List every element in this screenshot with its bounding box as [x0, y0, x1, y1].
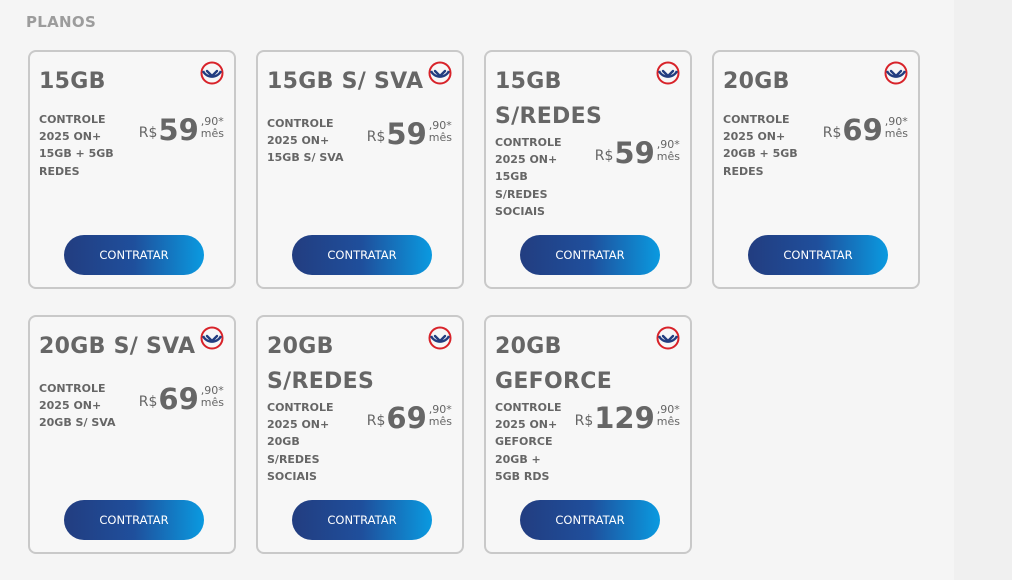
contratar-button[interactable]: CONTRATAR	[292, 235, 432, 275]
plan-card: 15GB S/REDES CONTROLE 2025 ON+ 15GB S/RE…	[484, 50, 692, 289]
plan-description: CONTROLE 2025 ON+ 15GB S/REDES SOCIAIS	[495, 136, 562, 218]
price-cents: ,90*	[656, 403, 680, 416]
price-currency: R$	[138, 394, 158, 410]
plan-price: R$ 129 ,90* mês	[575, 402, 680, 434]
contratar-button[interactable]: CONTRATAR	[520, 235, 660, 275]
price-cents: ,90*	[884, 115, 908, 128]
plan-card: 20GB CONTROLE 2025 ON+ 20GB + 5GB REDES …	[712, 50, 920, 289]
chevron-down-circle-icon[interactable]	[199, 60, 225, 86]
price-cents: ,90*	[200, 384, 224, 397]
price-period: mês	[200, 396, 224, 409]
plan-name: 15GB S/ SVA	[267, 69, 424, 94]
plan-price: R$ 69 ,90* mês	[823, 114, 908, 146]
plan-card: 20GB GEFORCE CONTROLE 2025 ON+ GEFORCE 2…	[484, 315, 692, 554]
price-period: mês	[656, 150, 680, 163]
chevron-down-circle-icon[interactable]	[427, 60, 453, 86]
price-integer: 129	[594, 401, 655, 435]
plan-card: 15GB CONTROLE 2025 ON+ 15GB + 5GB REDES …	[28, 50, 236, 289]
plan-description: CONTROLE 2025 ON+ GEFORCE 20GB + 5GB RDS	[495, 401, 562, 483]
section-title: PLANOS	[26, 13, 97, 31]
price-integer: 59	[614, 136, 655, 170]
price-cents: ,90*	[200, 115, 224, 128]
plan-description: CONTROLE 2025 ON+ 20GB S/ SVA	[39, 382, 116, 430]
price-currency: R$	[574, 413, 594, 429]
plan-name: 15GB	[39, 69, 106, 94]
plan-name: 20GB	[723, 69, 790, 94]
plan-price: R$ 69 ,90* mês	[367, 402, 452, 434]
price-integer: 59	[158, 113, 199, 147]
price-cents: ,90*	[428, 403, 452, 416]
price-integer: 69	[386, 401, 427, 435]
price-cents: ,90*	[428, 119, 452, 132]
price-integer: 69	[158, 382, 199, 416]
price-currency: R$	[594, 148, 614, 164]
plan-name: 20GB S/REDES	[267, 334, 375, 394]
plan-price: R$ 69 ,90* mês	[139, 383, 224, 415]
contratar-button[interactable]: CONTRATAR	[520, 500, 660, 540]
price-cents: ,90*	[656, 138, 680, 151]
price-period: mês	[428, 131, 452, 144]
plan-card: 20GB S/REDES CONTROLE 2025 ON+ 20GB S/RE…	[256, 315, 464, 554]
price-integer: 69	[842, 113, 883, 147]
price-period: mês	[428, 415, 452, 428]
plan-description: CONTROLE 2025 ON+ 15GB + 5GB REDES	[39, 113, 114, 178]
plan-card: 15GB S/ SVA CONTROLE 2025 ON+ 15GB S/ SV…	[256, 50, 464, 289]
plan-name: 15GB S/REDES	[495, 69, 603, 129]
right-gutter	[954, 0, 1012, 580]
price-currency: R$	[366, 413, 386, 429]
price-currency: R$	[822, 125, 842, 141]
plan-card: 20GB S/ SVA CONTROLE 2025 ON+ 20GB S/ SV…	[28, 315, 236, 554]
plan-description: CONTROLE 2025 ON+ 20GB + 5GB REDES	[723, 113, 798, 178]
contratar-button[interactable]: CONTRATAR	[64, 235, 204, 275]
plan-name: 20GB S/ SVA	[39, 334, 196, 359]
plan-description: CONTROLE 2025 ON+ 15GB S/ SVA	[267, 117, 344, 165]
chevron-down-circle-icon[interactable]	[199, 325, 225, 351]
chevron-down-circle-icon[interactable]	[655, 325, 681, 351]
contratar-button[interactable]: CONTRATAR	[64, 500, 204, 540]
chevron-down-circle-icon[interactable]	[427, 325, 453, 351]
price-period: mês	[884, 127, 908, 140]
plan-description: CONTROLE 2025 ON+ 20GB S/REDES SOCIAIS	[267, 401, 334, 483]
contratar-button[interactable]: CONTRATAR	[292, 500, 432, 540]
price-integer: 59	[386, 117, 427, 151]
plan-price: R$ 59 ,90* mês	[367, 118, 452, 150]
plan-name: 20GB GEFORCE	[495, 334, 613, 394]
price-period: mês	[200, 127, 224, 140]
chevron-down-circle-icon[interactable]	[883, 60, 909, 86]
price-currency: R$	[366, 129, 386, 145]
chevron-down-circle-icon[interactable]	[655, 60, 681, 86]
contratar-button[interactable]: CONTRATAR	[748, 235, 888, 275]
plan-price: R$ 59 ,90* mês	[595, 137, 680, 169]
price-currency: R$	[138, 125, 158, 141]
plan-price: R$ 59 ,90* mês	[139, 114, 224, 146]
price-period: mês	[656, 415, 680, 428]
